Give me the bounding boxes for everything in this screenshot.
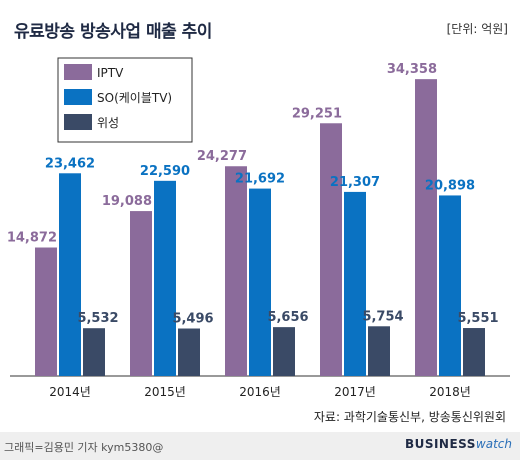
- brand-logo-part1: BUSINESS: [404, 437, 476, 451]
- x-tick-label-2014년: 2014년: [49, 385, 91, 399]
- bar-2016년-IPTV: [225, 166, 247, 376]
- footer-bar: 그래픽=김용민 기자 kym5380@ BUSINESSwatch: [0, 432, 520, 460]
- data-label-2014년-IPTV: 14,872: [7, 231, 57, 246]
- legend-label-IPTV: IPTV: [97, 66, 124, 80]
- x-tick-label-2016년: 2016년: [239, 385, 281, 399]
- bar-2015년-IPTV: [130, 211, 152, 376]
- chart-title: 유료방송 방송사업 매출 추이: [14, 22, 212, 42]
- brand-logo: BUSINESSwatch: [405, 437, 512, 451]
- bar-chart: 14,872 23,462 5,532 2014년 19,088 22,590 5,496 2…: [7, 57, 510, 399]
- legend-label-위성: 위성: [97, 116, 119, 130]
- bar-2018년-IPTV: [415, 79, 437, 376]
- x-tick-label-2018년: 2018년: [429, 385, 471, 399]
- data-label-2016년-위성: 5,656: [267, 310, 308, 325]
- legend-label-SO(케이블TV): SO(케이블TV): [97, 91, 172, 105]
- x-tick-label-2017년: 2017년: [334, 385, 376, 399]
- data-label-2015년-SO(케이블TV): 22,590: [140, 164, 190, 179]
- data-label-2014년-위성: 5,532: [77, 311, 118, 326]
- data-label-2014년-SO(케이블TV): 23,462: [45, 156, 95, 171]
- data-label-2017년-IPTV: 29,251: [292, 106, 342, 121]
- bar-2014년-IPTV: [35, 247, 57, 376]
- data-label-2015년-위성: 5,496: [172, 312, 213, 327]
- legend-swatch-SO(케이블TV): [64, 89, 92, 105]
- unit-label: [단위: 억원]: [446, 22, 508, 36]
- bar-2018년-위성: [463, 328, 485, 376]
- data-label-2018년-IPTV: 34,358: [387, 62, 437, 77]
- data-label-2018년-위성: 5,551: [457, 311, 498, 326]
- legend-swatch-IPTV: [64, 64, 92, 80]
- data-label-2015년-IPTV: 19,088: [102, 194, 152, 209]
- x-tick-label-2015년: 2015년: [144, 385, 186, 399]
- bar-2014년-위성: [83, 328, 105, 376]
- bar-2017년-SO(케이블TV): [344, 191, 366, 376]
- bar-2016년-SO(케이블TV): [249, 188, 271, 376]
- bar-2015년-위성: [178, 328, 200, 376]
- legend-swatch-위성: [64, 114, 92, 130]
- bar-2014년-SO(케이블TV): [59, 173, 81, 376]
- bar-2017년-IPTV: [320, 123, 342, 376]
- data-label-2017년-위성: 5,754: [362, 309, 403, 324]
- bar-2015년-SO(케이블TV): [154, 180, 176, 376]
- data-label-2018년-SO(케이블TV): 20,898: [425, 178, 475, 193]
- brand-logo-part2: watch: [475, 437, 512, 451]
- bar-2017년-위성: [368, 326, 390, 376]
- graphic-credit: 그래픽=김용민 기자 kym5380@: [4, 441, 164, 454]
- source-note: 자료: 과학기술통신부, 방송통신위원회: [313, 410, 506, 424]
- bar-2018년-SO(케이블TV): [439, 195, 461, 376]
- data-label-2017년-SO(케이블TV): 21,307: [330, 175, 380, 190]
- bar-2016년-위성: [273, 327, 295, 376]
- data-label-2016년-SO(케이블TV): 21,692: [235, 172, 285, 187]
- data-label-2016년-IPTV: 24,277: [197, 149, 247, 164]
